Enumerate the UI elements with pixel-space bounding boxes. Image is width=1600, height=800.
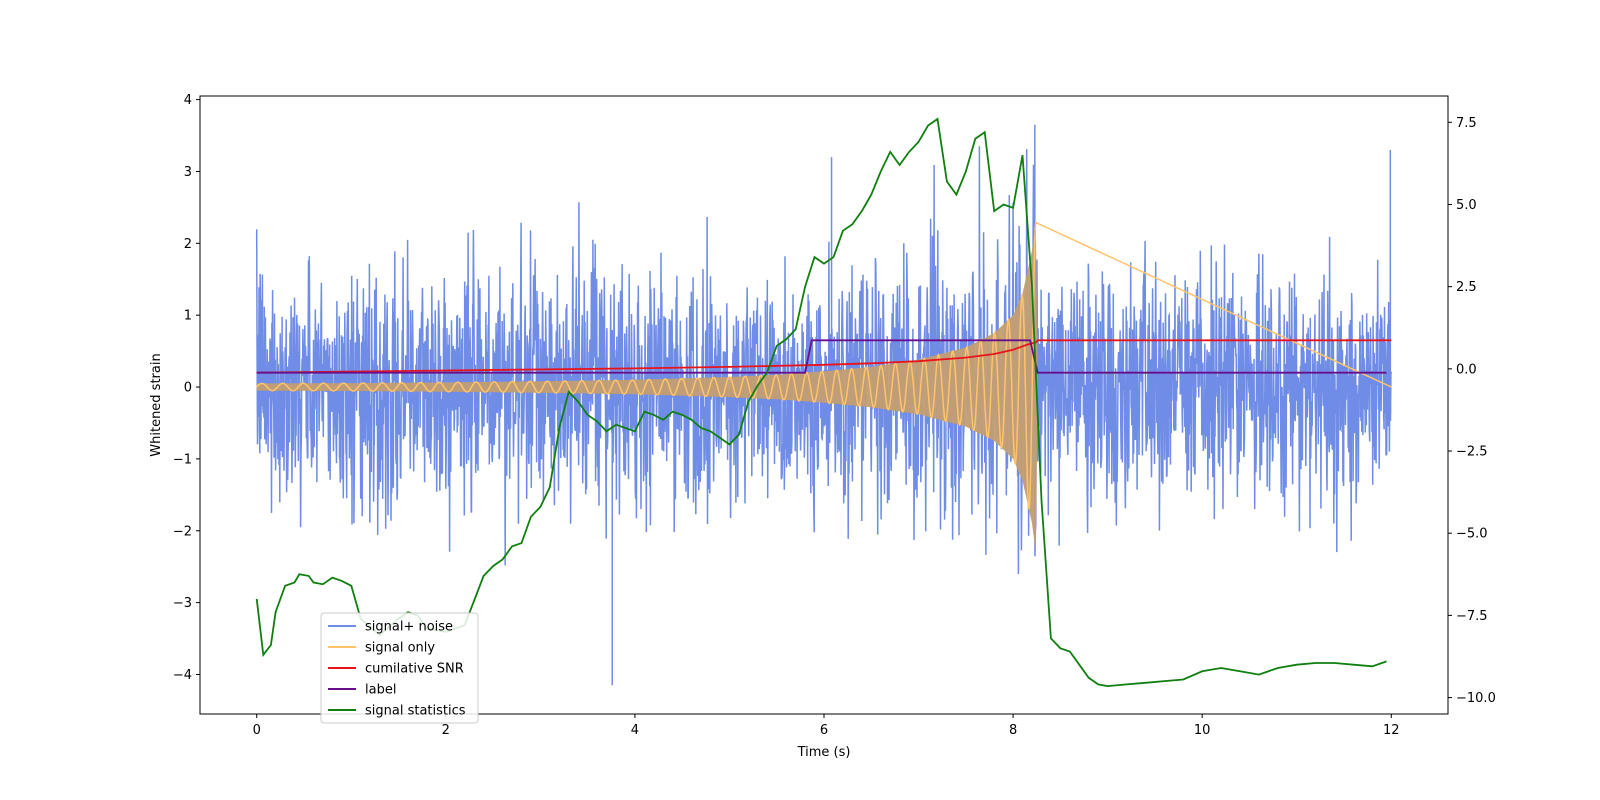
y-tick-label: 0: [184, 381, 192, 396]
y-tick-label: −3: [173, 596, 192, 611]
x-tick-label: 2: [442, 723, 450, 738]
y-tick-label: 1: [184, 309, 192, 324]
legend-label: signal only: [365, 641, 435, 656]
x-tick-label: 12: [1383, 723, 1400, 738]
x-axis: 0 2 4 6 8 10 12: [253, 714, 1400, 738]
signal-noise-trace: [255, 146, 1393, 575]
y2-tick-label: 5.0: [1456, 198, 1477, 213]
y2-tick-label: −10.0: [1456, 691, 1496, 706]
y-tick-label: −2: [173, 524, 192, 539]
x-tick-label: 6: [820, 723, 828, 738]
legend-box: [320, 612, 479, 724]
x-tick-label: 0: [253, 723, 261, 738]
series-label-line: [256, 339, 1387, 374]
y-axis-right: −10.0 −7.5 −5.0 −2.5 0.0 2.5 5.0 7.5: [1448, 116, 1496, 706]
y-axis-title: Whitened strain: [149, 353, 164, 456]
y2-tick-label: 2.5: [1456, 280, 1477, 295]
legend-label: signal+ noise: [365, 620, 453, 635]
y-tick-label: 3: [184, 165, 192, 180]
y2-tick-label: −5.0: [1456, 527, 1488, 542]
series-label: [256, 339, 1387, 374]
y-tick-label: 4: [184, 93, 192, 108]
y-axis-left: −4 −3 −2 −1 0 1 2 3 4: [173, 93, 200, 683]
y-tick-label: −4: [173, 668, 192, 683]
x-tick-label: 4: [631, 723, 639, 738]
series-signal-only: [256, 221, 1392, 553]
y2-tick-label: 0.0: [1456, 362, 1477, 377]
series-layer: [255, 117, 1393, 688]
signal-only-trace: [256, 221, 1392, 510]
legend-label: signal statistics: [365, 704, 466, 719]
legend-label: cumilative SNR: [365, 662, 464, 677]
y2-tick-label: −7.5: [1456, 609, 1488, 624]
y-tick-label: 2: [184, 237, 192, 252]
y2-tick-label: −2.5: [1456, 445, 1488, 460]
x-tick-label: 10: [1194, 723, 1211, 738]
signal-only-envelope: [256, 221, 1392, 553]
y2-tick-label: 7.5: [1456, 116, 1477, 131]
legend-label: label: [365, 683, 396, 698]
y-tick-label: −1: [173, 452, 192, 467]
legend: signal+ noise signal only cumilative SNR la…: [320, 612, 479, 724]
x-tick-label: 8: [1009, 723, 1017, 738]
x-axis-title: Time (s): [797, 745, 851, 760]
